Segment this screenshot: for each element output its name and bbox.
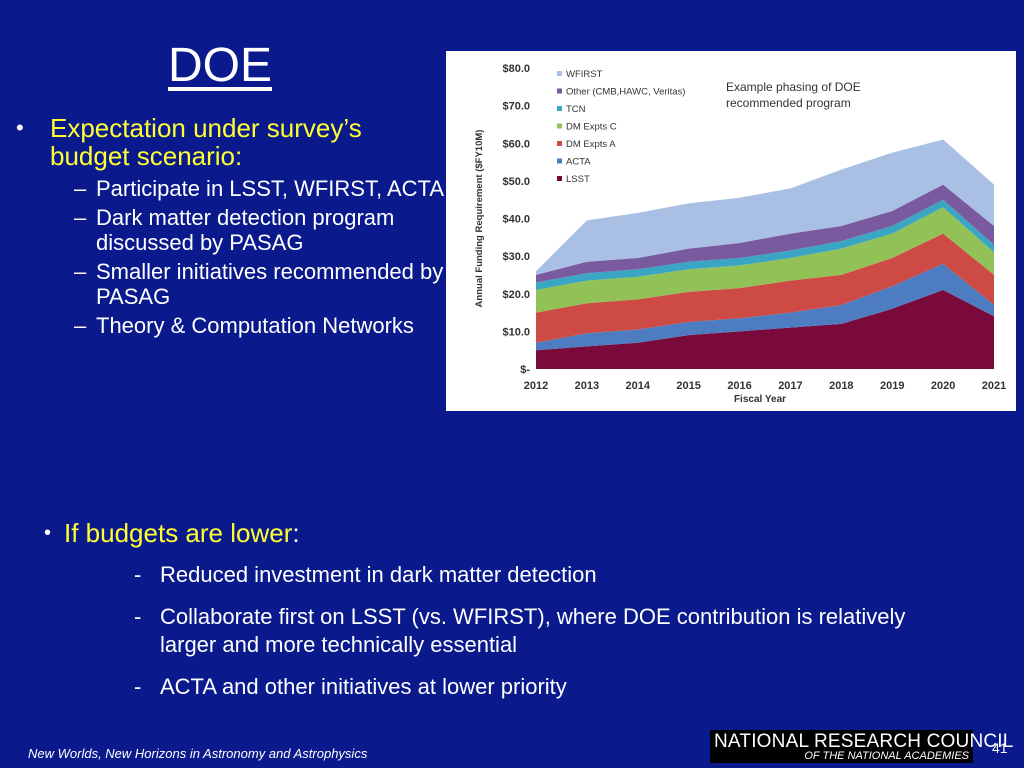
chart-svg: $- $10.0 $20.0 $30.0 $40.0 $50.0 $60.0 $70.0 $80… <box>474 63 1006 405</box>
x-tick-label: 2020 <box>931 380 955 392</box>
legend-swatch <box>557 88 562 94</box>
budget-scenario-bullets: • Expectation under survey’s budget scen… <box>16 114 446 342</box>
lower-item-text: Collaborate first on LSST (vs. WFIRST), … <box>160 604 906 657</box>
legend-label: WFIRST <box>566 69 603 80</box>
y-tick-label: $20.0 <box>502 289 530 301</box>
chart-annotation-line2: recommended program <box>726 96 851 110</box>
y-axis-label: Annual Funding Requirement ($FY10M) <box>474 130 485 308</box>
legend-swatch <box>557 106 562 111</box>
sub-item-text: Dark matter detection program discussed … <box>96 205 395 255</box>
bullet-marker: • <box>44 522 52 544</box>
sub-item-text: Smaller initiatives recommended by PASAG <box>96 259 444 309</box>
area-series-dm-expts-c <box>536 207 994 313</box>
lower-budget-heading: If budgets are lower <box>64 518 293 548</box>
footer-report-title: New Worlds, New Horizons in Astronomy an… <box>28 746 368 761</box>
legend-swatch <box>557 123 562 129</box>
page-number: 41 <box>992 740 1008 756</box>
x-tick-label: 2015 <box>676 380 700 392</box>
y-tick-label: $- <box>520 364 530 376</box>
legend-swatch <box>557 176 562 181</box>
dash-marker: – <box>74 313 87 338</box>
legend-label: DM Expts A <box>566 139 616 150</box>
legend-label: TCN <box>566 104 586 115</box>
x-tick-label: 2017 <box>778 380 802 392</box>
legend-swatch <box>557 71 562 76</box>
dash-marker: – <box>74 259 87 284</box>
sub-item: – Dark matter detection program discusse… <box>74 205 446 255</box>
legend-label: DM Expts C <box>566 122 617 133</box>
sub-item-list: – Participate in LSST, WFIRST, ACTA – Da… <box>74 176 446 338</box>
y-tick-label: $10.0 <box>502 326 530 338</box>
x-tick-label: 2018 <box>829 380 853 392</box>
sub-item: – Participate in LSST, WFIRST, ACTA <box>74 176 446 201</box>
x-tick-label: 2019 <box>880 380 904 392</box>
legend-label: ACTA <box>566 157 591 168</box>
heading-colon: : <box>292 518 300 548</box>
area-series-dm-expts-a <box>536 233 994 343</box>
area-series-wfirst <box>536 139 994 275</box>
x-tick-label: 2014 <box>626 380 651 392</box>
y-tick-label: $70.0 <box>502 101 530 113</box>
legend-swatch <box>557 158 562 164</box>
dash-marker: – <box>74 176 87 201</box>
lower-item-text: Reduced investment in dark matter detect… <box>160 562 597 587</box>
area-series-acta <box>536 263 994 351</box>
lower-item-text: ACTA and other initiatives at lower prio… <box>160 674 567 699</box>
legend-label: LSST <box>566 174 590 185</box>
chart-annotation-line1: Example phasing of DOE <box>726 80 861 94</box>
lower-item: - Reduced investment in dark matter dete… <box>134 561 1004 589</box>
y-tick-label: $30.0 <box>502 251 530 263</box>
nrc-logo-line1: NATIONAL RESEARCH COUNCIL <box>714 731 1014 752</box>
y-tick-label: $40.0 <box>502 214 530 226</box>
x-axis-label: Fiscal Year <box>734 394 786 405</box>
bullet-text: Expectation under survey’s budget scenar… <box>50 113 362 171</box>
dash-marker: – <box>74 205 87 230</box>
sub-item: – Theory & Computation Networks <box>74 313 446 338</box>
x-tick-label: 2013 <box>575 380 599 392</box>
lower-item-list: - Reduced investment in dark matter dete… <box>134 561 1004 701</box>
nrc-logo-line2: OF THE NATIONAL ACADEMIES <box>804 750 969 762</box>
hyphen-marker: - <box>134 604 142 629</box>
sub-item-text: Participate in LSST, WFIRST, ACTA <box>96 176 445 201</box>
lower-item: - Collaborate first on LSST (vs. WFIRST)… <box>134 603 1004 659</box>
doe-funding-chart: $- $10.0 $20.0 $30.0 $40.0 $50.0 $60.0 $70.0 $80… <box>446 51 1016 411</box>
legend-label: Other (CMB,HAWC, Veritas) <box>566 87 685 98</box>
lower-budget-bullet: • If budgets are lower : <box>44 518 1004 549</box>
bullet-expectation: • Expectation under survey’s budget scen… <box>16 114 446 170</box>
slide-title: DOE <box>168 39 273 92</box>
x-tick-label: 2021 <box>982 380 1006 392</box>
y-tick-label: $80.0 <box>502 63 530 75</box>
area-series-tcn <box>536 199 994 290</box>
sub-item: – Smaller initiatives recommended by PAS… <box>74 259 446 309</box>
y-tick-label: $50.0 <box>502 176 530 188</box>
y-tick-label: $60.0 <box>502 138 530 150</box>
x-tick-label: 2016 <box>727 380 751 392</box>
sub-item-text: Theory & Computation Networks <box>96 313 414 338</box>
hyphen-marker: - <box>134 562 142 587</box>
nrc-logo: NATIONAL RESEARCH COUNCIL OF THE NATIONA… <box>710 730 1013 763</box>
hyphen-marker: - <box>134 674 142 699</box>
lower-item: - ACTA and other initiatives at lower pr… <box>134 673 1004 701</box>
area-series-other-cmb-hawc-veritas <box>536 184 994 283</box>
x-tick-label: 2012 <box>524 380 548 392</box>
lower-budget-section: • If budgets are lower : - Reduced inves… <box>44 518 1004 715</box>
legend-swatch <box>557 141 562 146</box>
bullet-marker: • <box>16 115 24 140</box>
